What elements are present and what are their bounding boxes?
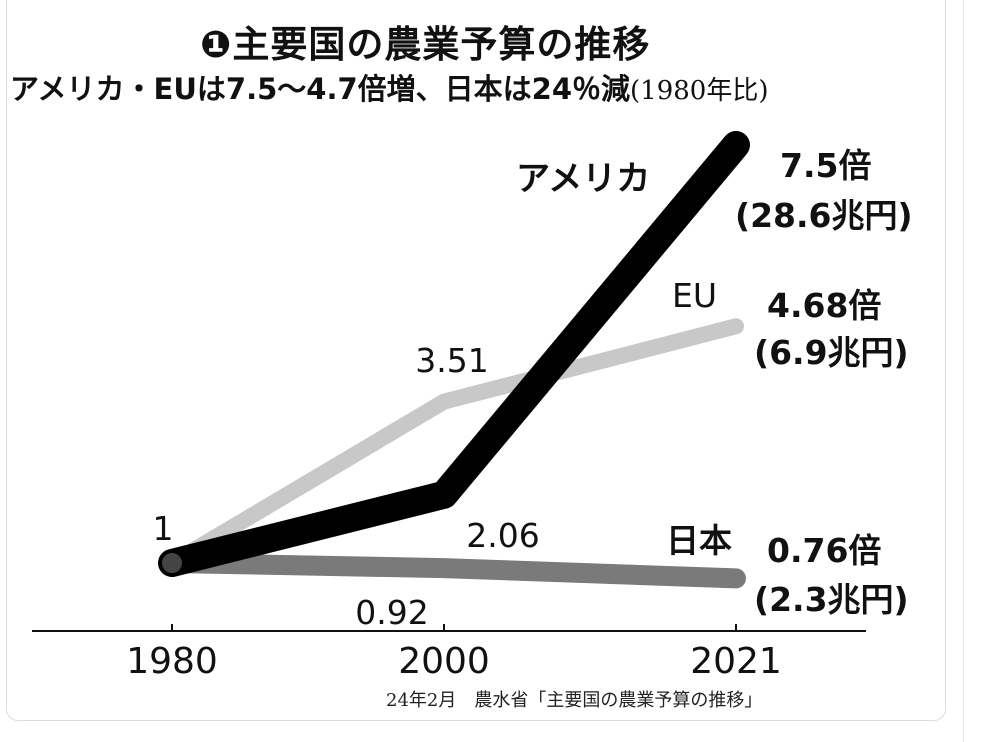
series-name-eu: EU	[672, 276, 717, 315]
japan-2000-label: 0.92	[355, 593, 428, 632]
chart-card	[6, 0, 946, 721]
chart-subtitle-paren: (1980年比)	[630, 76, 769, 106]
end-amount-label-usa: (28.6兆円)	[735, 196, 913, 235]
eu-2000-label: 3.51	[415, 341, 488, 380]
chart-title: ❶主要国の農業予算の推移	[200, 23, 651, 66]
usa-2000-label: 2.06	[466, 516, 539, 555]
x-tick-label: 2000	[398, 641, 490, 682]
end-ratio-label-eu: 4.68倍	[767, 286, 881, 325]
chart-subtitle-main: アメリカ・EUは7.5〜4.7倍増、日本は24％減	[10, 72, 631, 106]
end-ratio-label-japan: 0.76倍	[767, 531, 881, 570]
source-note: 24年2月 農水省「主要国の農業予算の推移」	[386, 690, 763, 711]
series-name-japan: 日本	[666, 521, 732, 560]
series-name-usa: アメリカ	[516, 159, 650, 199]
series-line-usa	[158, 131, 750, 577]
end-amount-label-japan: (2.3兆円)	[754, 580, 909, 619]
series-line-japan	[162, 553, 746, 589]
end-amount-label-eu: (6.9兆円)	[754, 333, 909, 372]
x-tick-label: 1980	[126, 641, 218, 682]
x-tick-label: 2021	[690, 641, 782, 682]
end-ratio-label-usa: 7.5倍	[780, 146, 871, 185]
start-value-label: 1	[153, 509, 174, 548]
chart-subtitle: アメリカ・EUは7.5〜4.7倍増、日本は24％減(1980年比)	[10, 66, 768, 108]
start-point-marker	[162, 553, 182, 573]
series-line-eu	[164, 318, 744, 571]
page-divider	[963, 0, 964, 742]
